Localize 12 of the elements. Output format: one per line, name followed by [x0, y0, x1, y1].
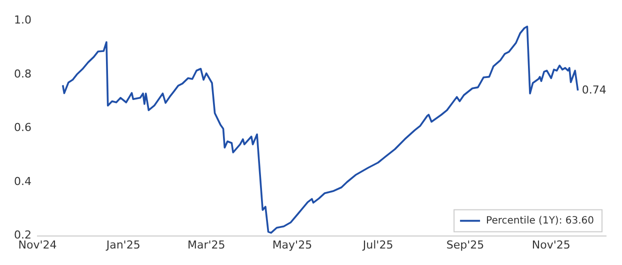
y-tick-label: 0.4: [14, 174, 32, 188]
x-tick-label: Jul'25: [362, 238, 394, 252]
y-tick-label: 0.6: [14, 121, 32, 134]
y-tick-label: 1.0: [14, 13, 32, 26]
x-tick-label: Sep'25: [446, 238, 484, 252]
annotation: 0.74: [582, 83, 606, 96]
legend-label: Percentile (1Y): 63.60: [486, 215, 594, 226]
x-tick-label: Nov'25: [532, 238, 570, 252]
x-tick-label: Jan'25: [105, 238, 140, 252]
y-tick-label: 0.8: [14, 67, 32, 80]
x-tick-label: May'25: [272, 238, 312, 252]
x-tick-label: Mar'25: [187, 238, 226, 252]
